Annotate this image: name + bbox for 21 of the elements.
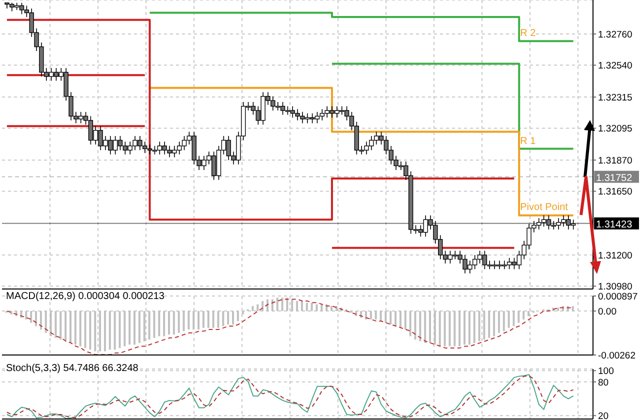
ref-line-label: 1.31423	[596, 219, 633, 230]
y-tick-label: 0.000897	[598, 291, 638, 302]
y-tick-label: 1.31200	[598, 250, 632, 262]
y-tick-label: 1.32095	[598, 124, 632, 135]
y-tick-label: 1.32540	[598, 60, 632, 72]
y-tick-label: -0.00262	[598, 350, 636, 362]
chart-title: MACD(12,26,9) 0.000304 0.000213	[6, 291, 164, 302]
annotation: Pivot Point	[520, 202, 568, 214]
y-tick-label: 1.30980	[598, 282, 632, 293]
y-tick-label: 1.32315	[598, 92, 632, 104]
annotation: R 1	[520, 136, 536, 147]
y-tick-label: 20	[598, 411, 609, 420]
y-tick-label: 100	[598, 366, 614, 378]
ref-line-label: 1.31752	[596, 172, 633, 184]
y-tick-label: 0.00	[598, 306, 616, 318]
annotation: R 2	[520, 28, 536, 40]
y-tick-label: 1.32760	[598, 29, 632, 40]
y-tick-label: 80	[598, 377, 609, 388]
y-tick-label: 1.31650	[598, 186, 632, 198]
chart-title: Stoch(5,3,3) 54.7486 66.3248	[6, 363, 138, 374]
y-tick-label: 1.31870	[598, 155, 632, 166]
